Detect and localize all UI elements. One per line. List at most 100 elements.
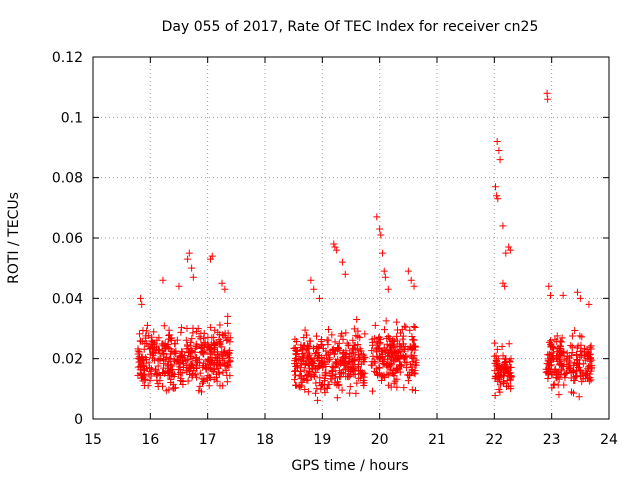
data-point — [550, 345, 558, 353]
data-point — [146, 367, 154, 375]
data-point — [563, 368, 571, 376]
data-point — [221, 362, 229, 370]
data-point — [355, 351, 363, 359]
data-point — [330, 240, 338, 248]
data-point — [376, 225, 384, 233]
data-point — [384, 352, 392, 360]
data-point — [551, 368, 559, 376]
data-point — [177, 324, 185, 332]
y-axis-label: ROTI / TECUs — [6, 192, 22, 284]
data-point — [408, 365, 416, 373]
data-point — [333, 246, 341, 254]
data-point — [555, 391, 563, 399]
data-point — [346, 363, 354, 371]
data-point — [375, 352, 383, 360]
data-point — [568, 343, 576, 351]
data-point — [198, 344, 206, 352]
data-point — [186, 342, 194, 350]
data-point — [407, 351, 415, 359]
data-point — [151, 366, 159, 374]
data-point — [164, 362, 172, 370]
data-point — [179, 380, 187, 388]
data-point — [336, 373, 344, 381]
data-point — [396, 329, 404, 337]
data-point — [306, 368, 314, 376]
data-point — [410, 323, 418, 331]
data-point — [495, 373, 503, 381]
data-point — [207, 323, 215, 331]
data-point — [493, 137, 501, 145]
x-axis-label: GPS time / hours — [291, 458, 408, 474]
data-point — [493, 345, 501, 353]
data-point — [575, 393, 583, 401]
data-point — [304, 388, 312, 396]
data-point — [193, 327, 201, 335]
data-point — [380, 267, 388, 275]
data-point — [154, 362, 162, 370]
data-point — [555, 375, 563, 383]
data-point — [346, 383, 354, 391]
data-point — [166, 345, 174, 353]
data-point — [543, 89, 551, 97]
data-point — [334, 344, 342, 352]
data-point — [393, 332, 401, 340]
data-point — [292, 371, 300, 379]
data-point — [350, 325, 358, 333]
data-point — [407, 276, 415, 284]
data-point — [167, 337, 175, 345]
data-point — [500, 372, 508, 380]
data-point — [491, 392, 499, 400]
data-point — [166, 335, 174, 343]
data-point — [216, 361, 224, 369]
data-point — [356, 367, 364, 375]
data-point — [500, 363, 508, 371]
data-point — [585, 300, 593, 308]
data-point — [174, 366, 182, 374]
axis-ticks — [92, 56, 610, 420]
data-point — [177, 377, 185, 385]
data-point — [224, 312, 232, 320]
data-point — [220, 348, 228, 356]
y-tick-label: 0.06 — [52, 231, 83, 247]
data-point — [369, 352, 377, 360]
data-point — [496, 381, 504, 389]
data-point — [399, 332, 407, 340]
data-point — [159, 382, 167, 390]
data-point — [344, 342, 352, 350]
data-point — [155, 347, 163, 355]
data-point — [188, 371, 196, 379]
data-point — [178, 348, 186, 356]
data-point — [411, 386, 419, 394]
x-tick-label: 18 — [256, 432, 274, 448]
data-point — [491, 372, 499, 380]
data-point — [544, 369, 552, 377]
data-point — [404, 345, 412, 353]
data-point — [339, 370, 347, 378]
data-point — [136, 330, 144, 338]
data-point — [214, 348, 222, 356]
y-tick-label: 0.04 — [52, 291, 83, 307]
data-point — [569, 361, 577, 369]
data-point — [176, 352, 184, 360]
data-point — [397, 362, 405, 370]
data-point — [160, 322, 168, 330]
data-point — [410, 282, 418, 290]
data-point — [376, 364, 384, 372]
data-point — [330, 350, 338, 358]
data-point — [494, 195, 502, 203]
data-point — [544, 357, 552, 365]
data-point — [226, 354, 234, 362]
data-point — [499, 222, 507, 230]
data-point — [562, 370, 570, 378]
data-point — [324, 326, 332, 334]
data-point — [577, 341, 585, 349]
data-point — [339, 335, 347, 343]
data-point — [302, 371, 310, 379]
data-point — [165, 386, 173, 394]
data-point — [397, 342, 405, 350]
data-point — [341, 358, 349, 366]
data-point — [406, 326, 414, 334]
data-point — [361, 330, 369, 338]
data-point — [341, 270, 349, 278]
data-point — [213, 377, 221, 385]
